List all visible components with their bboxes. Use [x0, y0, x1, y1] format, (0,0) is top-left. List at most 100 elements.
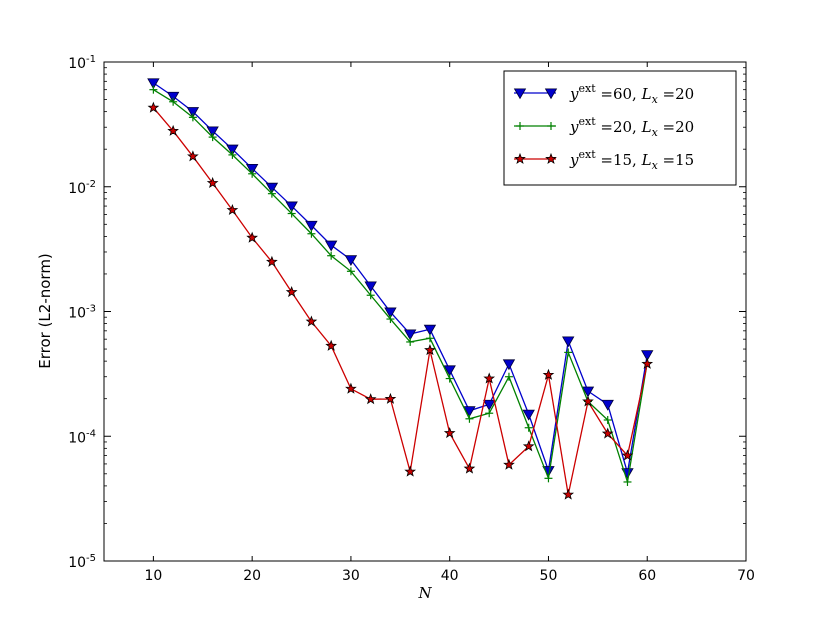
series-1-point	[522, 409, 535, 421]
series-3-point	[325, 339, 338, 351]
series-2-point	[425, 334, 434, 343]
legend-label: yext =60, Lx =20	[569, 82, 694, 106]
x-tick-label: 20	[243, 568, 261, 584]
series-2-point	[149, 85, 158, 94]
x-tick-label: 30	[342, 568, 360, 584]
series-1-point	[463, 406, 476, 418]
series-1-point	[166, 91, 180, 103]
series-1-point	[206, 126, 219, 138]
series-3-point	[266, 255, 278, 267]
x-tick-label: 40	[441, 568, 459, 584]
series-3-point	[503, 458, 515, 470]
legend-marker	[514, 152, 526, 164]
series-1-point	[344, 255, 358, 267]
series-2-point	[228, 150, 237, 159]
series-1-line	[153, 82, 648, 473]
series-1-point	[245, 163, 259, 175]
legend-label: yext =15, Lx =15	[569, 148, 694, 172]
series-1-point	[443, 365, 456, 377]
label-layer: 10 20 30 40 50 60 70 10-5 10-4 10-3 10-2 10-1	[68, 54, 755, 584]
series-3-point	[246, 231, 258, 243]
legend-entry-3: yext =15, Lx =15	[514, 148, 694, 172]
series-1-point	[403, 329, 417, 341]
series-3-point	[384, 392, 397, 404]
y-tick-label: 10-3	[68, 304, 96, 322]
x-tick-label: 60	[638, 568, 656, 584]
series-2-point	[208, 133, 217, 142]
series-1-point	[483, 399, 496, 411]
series-3-point	[345, 382, 357, 394]
series-2-point	[564, 348, 573, 357]
series-2-point	[327, 251, 336, 260]
series-1-point	[562, 336, 575, 348]
legend-marker	[513, 88, 527, 100]
series-1-point	[601, 399, 614, 411]
y-tick-label: 10-5	[68, 553, 96, 571]
series-3-point	[206, 176, 219, 189]
series-3-point	[522, 440, 535, 452]
series-1-point	[305, 220, 318, 232]
series-1-point	[364, 281, 377, 293]
legend-entry-2: yext =20, Lx =20	[514, 115, 694, 139]
series-3-point	[364, 393, 377, 405]
series-2-point	[603, 415, 612, 424]
series-2-point	[287, 209, 296, 218]
series-2-point	[485, 409, 494, 418]
legend-frame	[503, 70, 737, 186]
legend-marker	[545, 152, 557, 164]
series-2-point	[524, 423, 533, 432]
series-3-point	[147, 101, 160, 113]
series-2-point	[465, 414, 474, 423]
legend-marker	[516, 122, 524, 130]
series-3-point	[187, 150, 199, 162]
series-3-point	[483, 372, 496, 384]
y-axis-label: Error (L2-norm)	[36, 253, 54, 369]
series-3-point	[424, 344, 436, 356]
series-1-point	[423, 324, 437, 336]
series-3-point	[226, 203, 239, 216]
x-axis-label: N	[417, 584, 432, 602]
series-3-point	[463, 462, 476, 474]
series-1	[147, 78, 654, 480]
series-1-point	[641, 350, 654, 362]
x-tick-label: 50	[540, 568, 558, 584]
x-tick-label: 70	[737, 568, 755, 584]
series-3-point	[167, 124, 179, 136]
legend-marker	[544, 88, 558, 100]
series-2-point	[544, 474, 553, 483]
series-3-point	[621, 449, 634, 461]
series-3-point	[285, 285, 298, 298]
legend-entries: yext =60, Lx =20 yext =20, Lx =20 yext =15…	[513, 82, 694, 172]
series-2-point	[346, 267, 355, 276]
series-1-point	[324, 240, 338, 252]
series-3-point	[542, 368, 555, 380]
series-2-point	[623, 477, 632, 486]
series-3	[147, 101, 654, 500]
x-tick-label: 10	[144, 568, 162, 584]
series-layer	[147, 78, 654, 500]
series-1-point	[384, 307, 397, 319]
series-2-point	[504, 372, 513, 381]
series-2-point	[267, 189, 276, 198]
legend-label: yext =20, Lx =20	[569, 115, 694, 139]
series-1-point	[226, 144, 239, 156]
series-3-point	[601, 427, 614, 439]
series-1-point	[581, 386, 595, 398]
series-2-point	[248, 169, 257, 178]
series-2-point	[169, 97, 178, 106]
legend: yext =60, Lx =20 yext =20, Lx =20 yext =15…	[503, 70, 737, 186]
series-2-point	[188, 113, 197, 122]
series-2-point	[386, 315, 395, 324]
series-2-point	[366, 291, 375, 300]
series-3-point	[562, 488, 575, 500]
legend-marker	[547, 122, 555, 130]
series-1-point	[147, 78, 160, 90]
y-tick-label: 10-1	[68, 54, 96, 72]
series-2-point	[307, 229, 316, 238]
y-tick-label: 10-4	[68, 428, 96, 446]
series-3-point	[582, 395, 594, 407]
series-1-point	[502, 359, 516, 371]
series-3-point	[641, 357, 654, 369]
